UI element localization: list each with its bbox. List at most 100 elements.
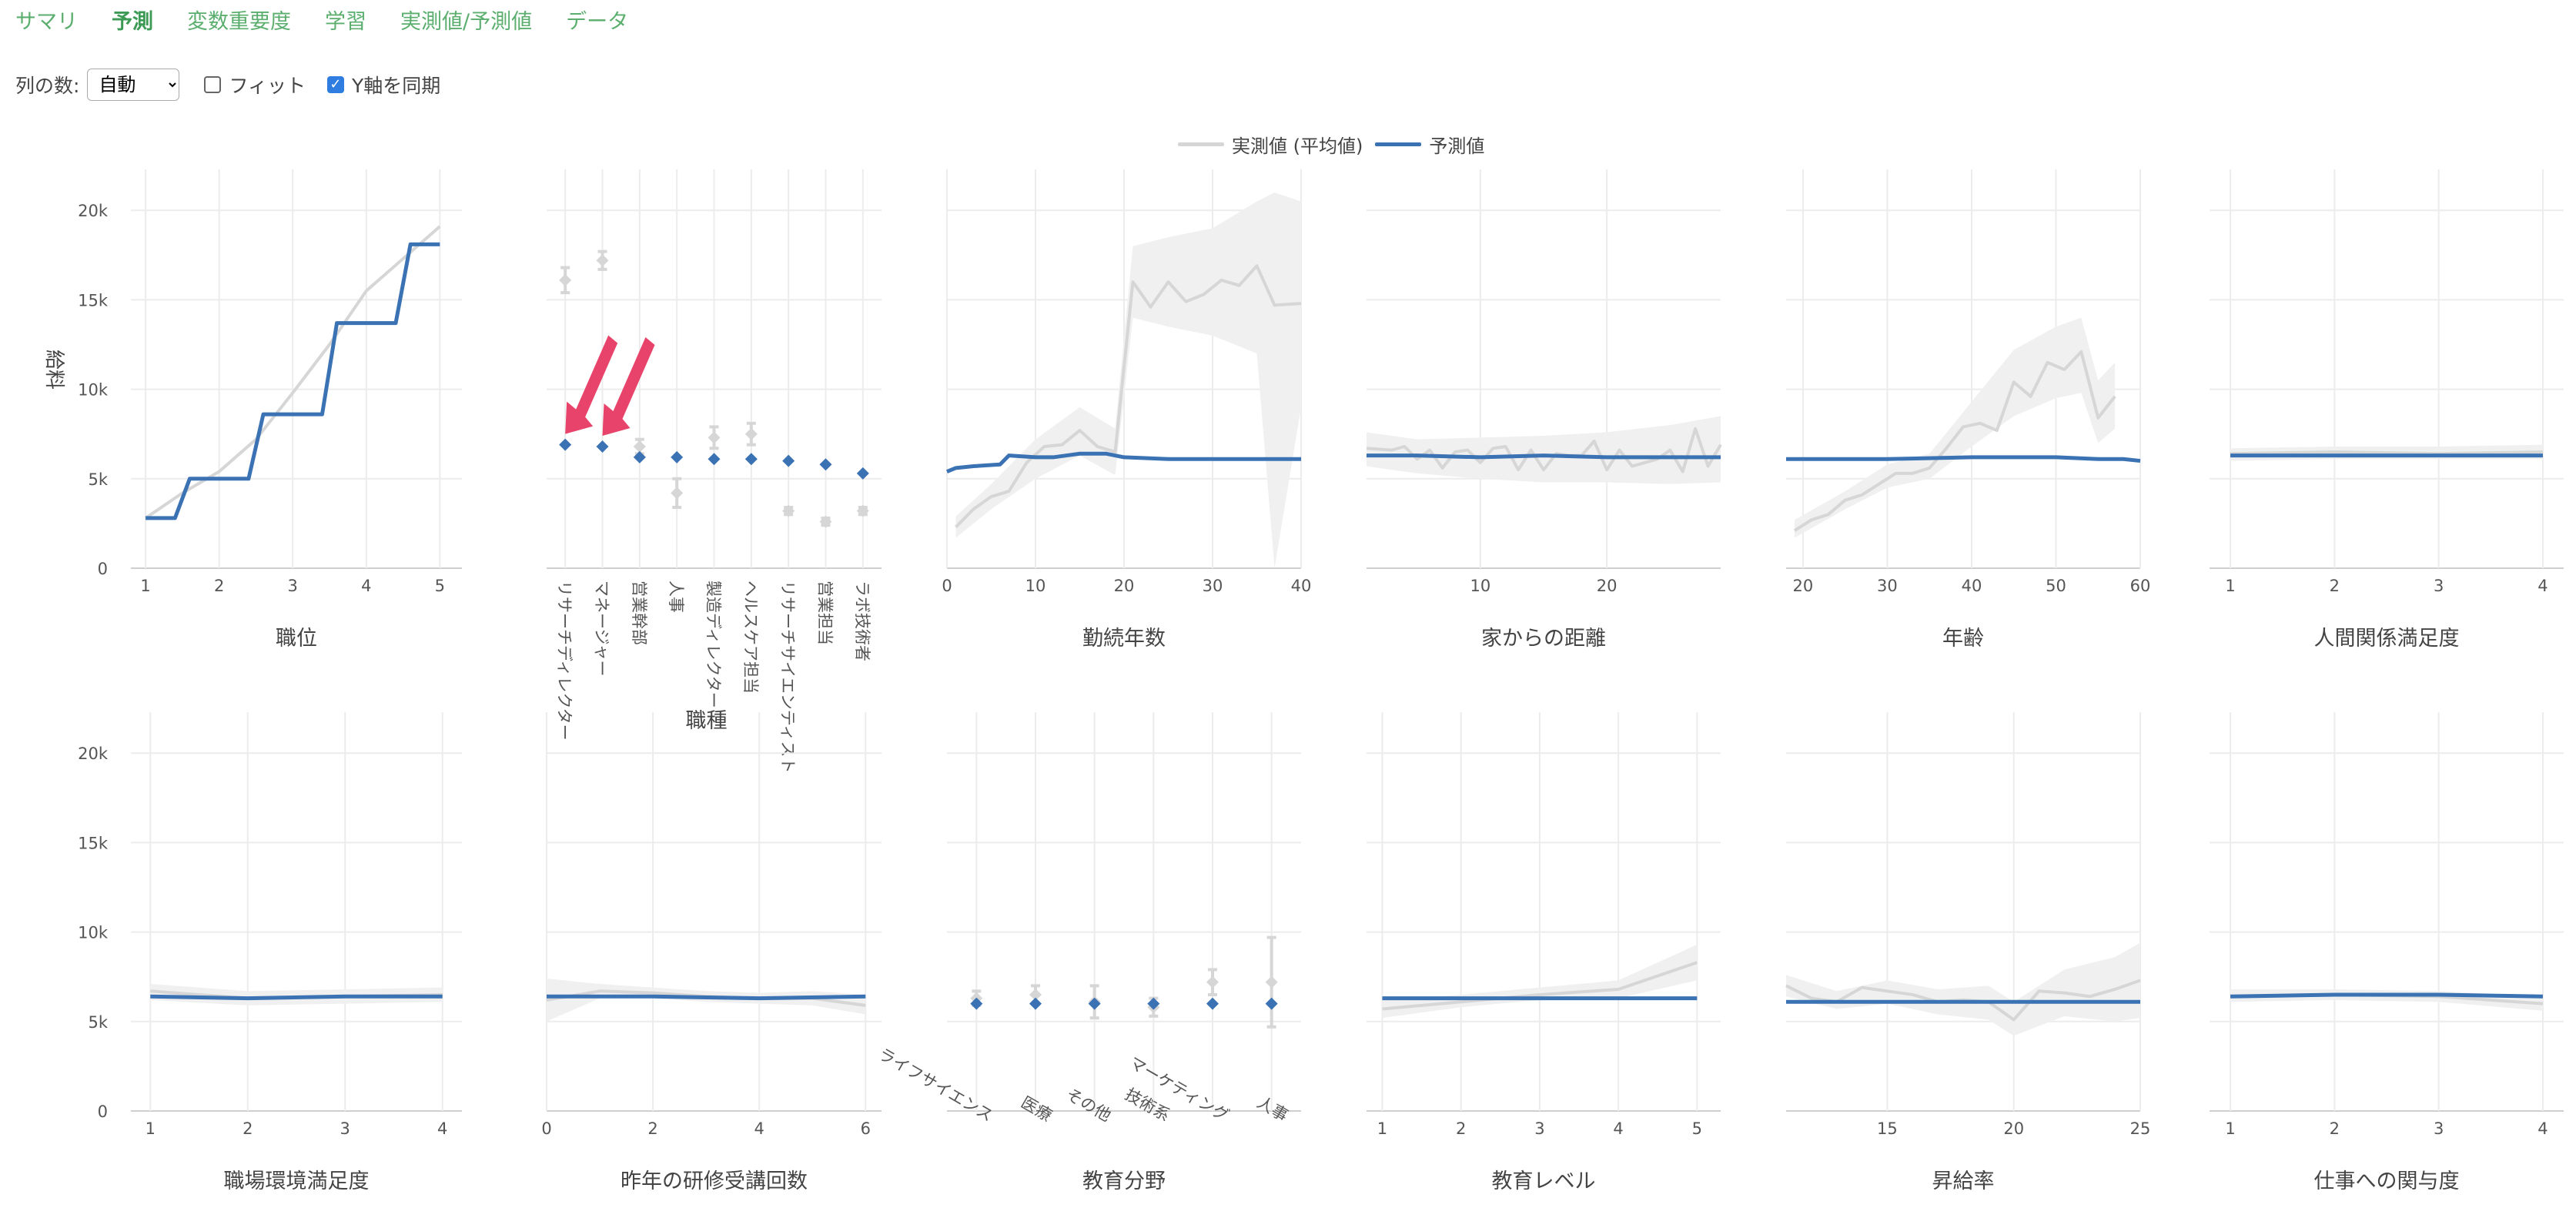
- x-tick-label: 50: [2046, 577, 2066, 595]
- x-tick-label: 30: [1877, 577, 1898, 595]
- x-tick-label: 5: [435, 577, 445, 595]
- plot-area: [1785, 942, 2141, 1036]
- x-tick-label: 1: [2225, 1119, 2235, 1138]
- actual-confidence-band: [955, 192, 1301, 568]
- y-tick-label: 15k: [78, 834, 109, 852]
- x-tick-label: 医療: [1018, 1093, 1055, 1126]
- sync-y-axis-label: Y軸を同期: [351, 75, 441, 97]
- x-tick-label: 2: [2330, 577, 2340, 595]
- predicted-point: [1206, 997, 1219, 1010]
- predicted-line: [547, 994, 866, 1001]
- x-tick-label: リサーチサイエンティスト: [778, 581, 797, 774]
- tab-training[interactable]: 学習: [325, 9, 366, 34]
- x-tick-label: 15: [1877, 1119, 1898, 1138]
- x-tick-label: 製造ディレクター: [704, 581, 723, 708]
- x-tick-label: 4: [1613, 1119, 1623, 1138]
- x-axis-title: 勤続年数: [1082, 627, 1166, 651]
- actual-confidence-band: [547, 979, 866, 1022]
- x-tick-label: 20: [1597, 577, 1618, 595]
- columns-select[interactable]: 自動: [87, 69, 180, 101]
- x-tick-label: 10: [1025, 577, 1046, 595]
- fit-checkbox-box[interactable]: [204, 76, 222, 93]
- x-axis-title: 教育分野: [1082, 1169, 1166, 1193]
- x-tick-label: 1: [1377, 1119, 1387, 1138]
- plot-area: [2230, 444, 2543, 461]
- actual-point: [782, 504, 795, 517]
- chart-legend: 実測値 (平均値) 予測値: [1178, 131, 1484, 158]
- fit-checkbox[interactable]: フィット: [204, 71, 306, 99]
- actual-line: [2230, 450, 2543, 456]
- sync-y-axis-checkbox-box[interactable]: ✓: [326, 76, 344, 93]
- chart-controls: 列の数: 自動 フィット ✓ Y軸を同期: [15, 66, 440, 103]
- actual-confidence-band: [150, 984, 443, 1006]
- actual-line: [1793, 350, 2116, 532]
- x-tick-label: 人事: [1254, 1093, 1291, 1126]
- y-tick-label: 0: [98, 560, 108, 578]
- tab-summary[interactable]: サマリ: [15, 9, 78, 34]
- legend-label-actual: 実測値 (平均値): [1232, 136, 1363, 157]
- plot-area: [946, 192, 1302, 568]
- annotation-arrow: [602, 336, 655, 436]
- x-axis-title: 昇給率: [1932, 1169, 1995, 1193]
- legend-line-predicted: [1375, 142, 1422, 146]
- predicted-point: [1147, 997, 1160, 1010]
- x-axis-title: 職種: [686, 709, 728, 733]
- x-tick-label: 20: [1114, 577, 1135, 595]
- x-tick-label: ヘルスケア担当: [741, 581, 760, 694]
- actual-point: [744, 427, 758, 440]
- actual-line: [1366, 427, 1722, 473]
- tab-data[interactable]: データ: [566, 9, 629, 34]
- plot-area: [2230, 989, 2544, 1011]
- x-tick-label: 0: [942, 577, 952, 595]
- x-axis-title: 職位: [276, 627, 317, 651]
- actual-point: [633, 440, 646, 453]
- chart-panel: 0 5k 10k 15k 20k 給料 1 2 3 4 5 職位: [42, 169, 462, 651]
- sync-y-axis-checkbox[interactable]: ✓ Y軸を同期: [326, 71, 441, 99]
- x-axis-title: 職場環境満足度: [224, 1169, 370, 1193]
- plot-area: [546, 979, 866, 1022]
- tab-variable-importance[interactable]: 変数重要度: [187, 9, 291, 34]
- chart-panel: 1 2 3 4 仕事への関与度: [2210, 712, 2564, 1193]
- chart-panel: 20 30 40 50 60 年齢: [1786, 169, 2150, 651]
- x-axis-title: 家からの距離: [1481, 627, 1606, 651]
- x-tick-label: マーケティング: [1126, 1053, 1233, 1125]
- x-tick-label: 2: [1456, 1119, 1466, 1138]
- x-tick-label: 3: [2434, 1119, 2444, 1138]
- predicted-point: [1265, 997, 1278, 1010]
- y-tick-label: 10k: [78, 381, 109, 400]
- plot-area: [559, 249, 869, 528]
- x-tick-label: 1: [2225, 577, 2235, 595]
- x-tick-label: 1: [146, 1119, 156, 1138]
- predicted-line: [1367, 453, 1721, 460]
- x-tick-label: ライフサイエンス: [875, 1045, 996, 1125]
- x-tick-label: 40: [1962, 577, 1982, 595]
- tab-prediction[interactable]: 予測: [112, 9, 153, 34]
- columns-label: 列の数:: [15, 75, 80, 97]
- x-tick-label: マネージャー: [593, 581, 611, 677]
- predicted-line: [150, 994, 443, 1001]
- x-tick-label: 2: [243, 1119, 253, 1138]
- chart-panel: 0 2 4 6 昨年の研修受講回数: [541, 712, 882, 1193]
- x-tick-label: 3: [340, 1119, 350, 1138]
- legend-line-actual: [1178, 142, 1224, 146]
- x-tick-label: 6: [861, 1119, 871, 1138]
- predicted-point: [819, 458, 832, 471]
- predicted-point: [671, 450, 684, 463]
- x-tick-label: 営業幹部: [630, 581, 648, 645]
- x-tick-label: 4: [2538, 577, 2548, 595]
- y-axis-title: 給料: [42, 350, 65, 390]
- y-tick-label: 5k: [88, 470, 108, 489]
- y-tick-label: 0: [98, 1103, 108, 1121]
- x-tick-label: 3: [288, 577, 298, 595]
- actual-confidence-band: [1786, 942, 2140, 1036]
- legend-item-predicted[interactable]: 予測値: [1375, 131, 1484, 158]
- plot-area: [970, 935, 1278, 1029]
- tab-actual-vs-predicted[interactable]: 実測値/予測値: [400, 9, 533, 34]
- legend-item-actual[interactable]: 実測値 (平均値): [1178, 131, 1363, 158]
- y-tick-label: 20k: [78, 745, 109, 763]
- annotation-arrow: [565, 335, 618, 434]
- actual-point: [1265, 975, 1278, 989]
- actual-point: [708, 431, 721, 444]
- predicted-point: [970, 997, 983, 1010]
